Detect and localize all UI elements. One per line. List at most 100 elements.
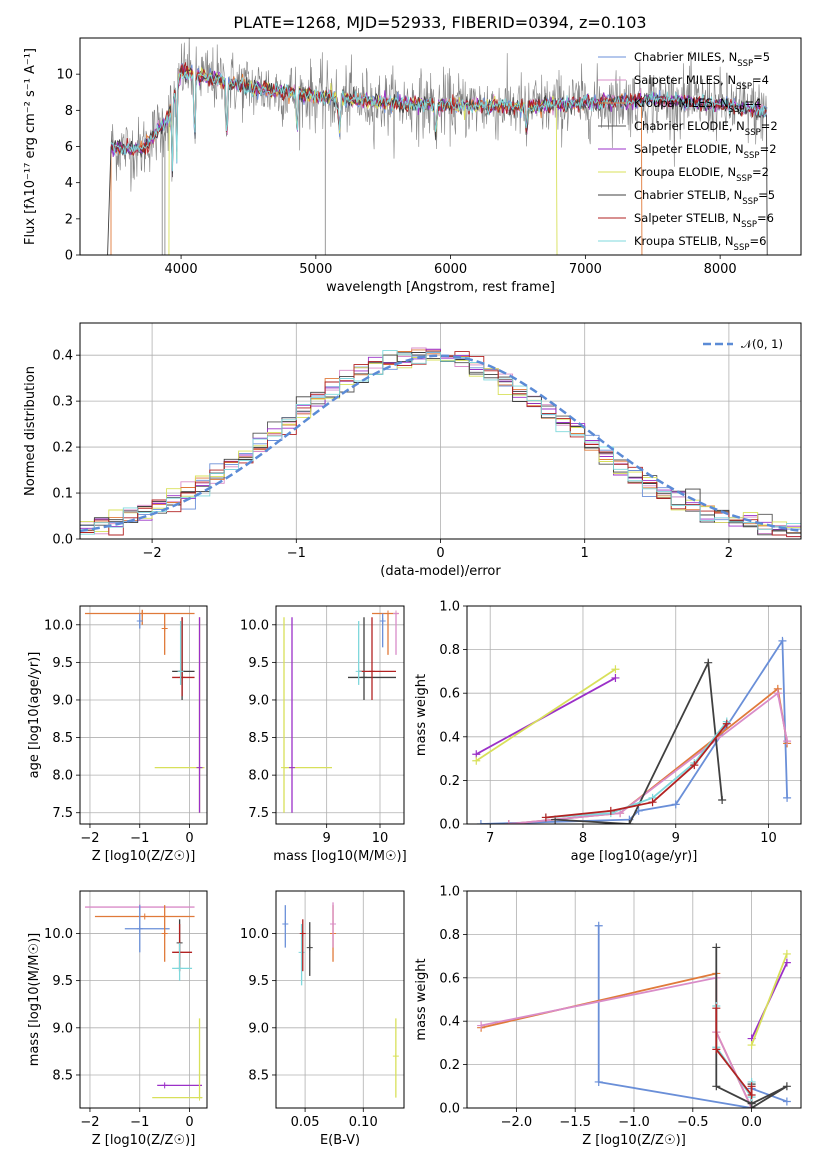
x-tick-label: 8000 [704, 262, 737, 277]
error-bar [289, 617, 295, 813]
point-marker [298, 949, 305, 956]
model-spectrum [110, 65, 643, 255]
point-marker [282, 921, 289, 928]
y-tick-label: 8.5 [52, 1068, 73, 1083]
y-tick-label: 0.3 [52, 395, 73, 410]
series-point [594, 921, 603, 930]
plot-area [282, 902, 399, 1098]
point-marker [161, 1082, 168, 1089]
normal-curve [80, 354, 801, 533]
x-axis-label: (data-model)/error [380, 564, 501, 579]
y-tick-label: 10.0 [44, 927, 73, 942]
panel-6: 0.05 0.10 8.5 9.0 9.5 10.0 E(B-V) [240, 890, 405, 1148]
series-line [480, 638, 788, 824]
model-spectrum [110, 62, 767, 165]
series-point [625, 820, 634, 824]
x-tick-label: −1 [287, 546, 306, 561]
error-bar [196, 617, 203, 813]
series-line [475, 668, 616, 762]
series-point [783, 737, 792, 746]
y-tick-label: 8 [65, 104, 73, 119]
series-point [541, 813, 550, 822]
point-marker [281, 764, 287, 771]
x-tick-label: −1 [130, 831, 149, 846]
point-marker [361, 674, 367, 681]
y-tick-label: 0.8 [439, 928, 460, 943]
point-marker [355, 668, 362, 675]
error-bar [392, 1018, 399, 1098]
point-marker [306, 944, 313, 951]
series-point [611, 665, 620, 674]
point-marker [136, 618, 143, 625]
series-line [715, 1008, 753, 1098]
series-line [480, 972, 753, 1108]
y-tick-label: 10.0 [240, 927, 269, 942]
y-tick-label: 10 [56, 68, 73, 83]
legend-subscript: SSP [742, 197, 758, 207]
error-bar [177, 621, 184, 685]
y-tick-label: 0.4 [439, 730, 460, 745]
plot-area [84, 904, 203, 1101]
y-tick-label: 0.2 [52, 441, 73, 456]
y-tick-label: 0.6 [439, 971, 460, 986]
axes-frame [79, 605, 208, 825]
panel-5: −2 −1 0 8.5 9.0 9.5 10.0 Z [log10(Z/Z☉)] mass [l… [27, 890, 208, 1148]
legend-label: Salpeter ELODIE, NSSP=2 [634, 142, 777, 161]
series-point [783, 793, 792, 802]
y-tick-label: 0.0 [439, 1102, 460, 1117]
error-bar [299, 919, 306, 972]
y-tick-label: 7.5 [248, 806, 269, 821]
y-tick-label: 0.6 [439, 687, 460, 702]
point-marker [299, 930, 306, 937]
legend-label: Chabrier STELIB, NSSP=5 [634, 188, 775, 207]
panel-1: −2 −1 0 1 2 0.0 0.1 0.2 0.3 0.4 (data-model)/error… [23, 322, 802, 579]
legend-count: =5 [758, 188, 775, 202]
y-tick-label: 9.5 [248, 656, 269, 671]
series-point [472, 756, 481, 765]
x-tick-label: −1.5 [559, 1115, 591, 1130]
legend-subscript: SSP [744, 151, 760, 161]
x-axis-label: Z [log10(Z/Z☉)] [92, 1133, 196, 1148]
axes-frame [466, 605, 802, 825]
y-tick-label: 8.5 [248, 1068, 269, 1083]
error-bar [372, 610, 399, 655]
legend-count: =4 [744, 96, 761, 110]
series-point [648, 798, 657, 807]
series-point [671, 800, 680, 809]
axes-frame [79, 37, 802, 256]
point-marker [385, 610, 391, 617]
y-tick-label: 8.5 [248, 731, 269, 746]
legend-count: =2 [761, 119, 778, 133]
y-tick-label: 1.0 [439, 885, 460, 900]
legend-subscript: SSP [745, 128, 761, 138]
y-tick-label: 8.0 [52, 769, 73, 784]
x-tick-label: 10 [372, 831, 389, 846]
y-tick-label: 8.0 [248, 769, 269, 784]
legend-subscript: SSP [737, 59, 753, 69]
y-tick-label: 9.0 [52, 1021, 73, 1036]
x-tick-label: −1.0 [618, 1115, 650, 1130]
error-bar [379, 613, 386, 648]
error-bar [124, 905, 170, 953]
series-point [476, 820, 485, 824]
panel-7: −2.0 −1.5 −1.0 −0.5 0.0 0.0 0.2 0.4 0.6 0.8 1.0 Z [… [414, 885, 802, 1148]
point-marker [176, 965, 183, 972]
panel-2: −2 −1 0 7.5 8.0 8.5 9.0 9.5 10.0 Z [log10(Z/Z☉)] a… [27, 605, 208, 864]
series-line [715, 1006, 753, 1101]
series-point [722, 719, 731, 728]
x-tick-label: 9 [323, 831, 331, 846]
x-tick-label: 10 [760, 831, 777, 846]
x-axis-label: Z [log10(Z/Z☉)] [92, 849, 196, 864]
plot-area [472, 636, 792, 824]
y-tick-label: 7.5 [52, 806, 73, 821]
series-line [750, 953, 788, 1046]
y-tick-label: 0.2 [439, 774, 460, 789]
point-marker [392, 1053, 399, 1060]
y-tick-label: 0.0 [52, 533, 73, 548]
error-bar [154, 617, 205, 813]
x-tick-label: 0.10 [349, 1115, 378, 1130]
error-bar [281, 617, 332, 813]
legend-count: =5 [753, 50, 770, 64]
series-point [782, 1097, 791, 1106]
legend-subscript: SSP [741, 220, 757, 230]
